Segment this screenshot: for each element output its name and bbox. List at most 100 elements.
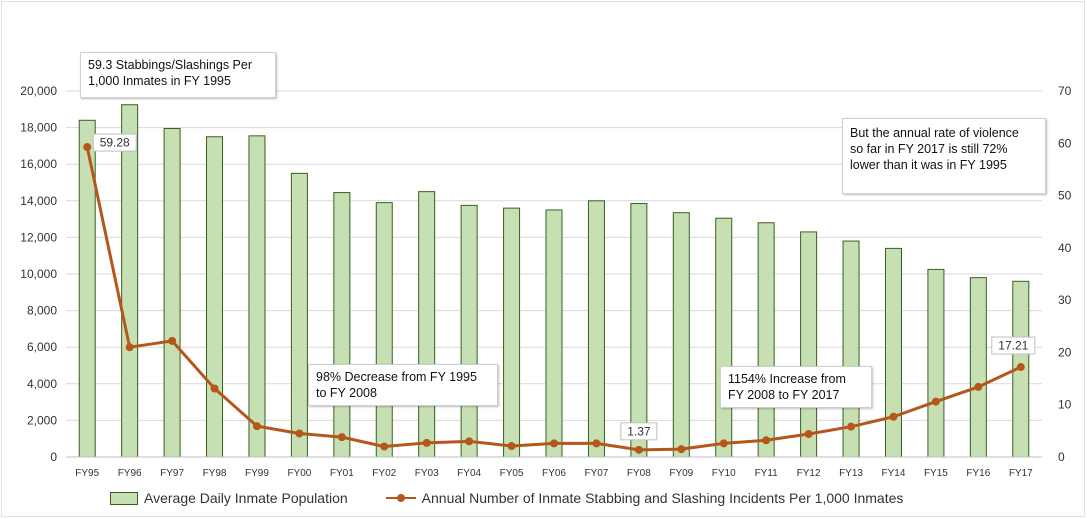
bar — [206, 136, 224, 458]
annotation-increase: 1154% Increase from FY 2008 to FY 2017 — [720, 366, 872, 408]
annotation-fy2017-rate: But the annual rate of violence so far i… — [842, 118, 1046, 194]
bar — [333, 192, 351, 458]
right-axis: 0 10 20 30 40 50 60 70 — [1058, 84, 1072, 464]
data-labels: 59.28 1.37 17.21 — [92, 133, 1036, 441]
line-point — [422, 438, 431, 447]
bar — [715, 217, 733, 458]
bar — [630, 203, 648, 458]
line-point — [125, 343, 134, 352]
y-right-tick-label: 50 — [1058, 189, 1072, 203]
line-point — [804, 429, 813, 438]
bar — [545, 209, 563, 458]
annotation-line: 98% Decrease from FY 1995 — [316, 370, 477, 384]
line-point — [889, 412, 898, 421]
bar-series — [78, 104, 1030, 458]
annotation-line: But the annual rate of violence — [850, 126, 1019, 140]
legend: Average Daily Inmate Population Annual N… — [110, 490, 941, 506]
y-left-tick-label: 2,000 — [27, 413, 57, 427]
line-point — [677, 445, 686, 454]
line-point — [507, 442, 516, 451]
bar — [163, 128, 181, 458]
x-tick-label: FY07 — [584, 468, 608, 479]
y-left-tick-label: 16,000 — [20, 157, 57, 171]
legend-swatch-bar — [110, 491, 138, 505]
bar — [375, 202, 393, 458]
line-point — [719, 439, 728, 448]
data-label-box — [92, 133, 137, 152]
line-point — [295, 429, 304, 438]
x-tick-label: FY10 — [712, 468, 736, 479]
x-tick-label: FY17 — [1009, 468, 1033, 479]
x-tick-label: FY11 — [755, 468, 779, 479]
x-tick-label: FY05 — [500, 468, 524, 479]
line-point — [634, 445, 643, 454]
y-right-tick-label: 40 — [1058, 241, 1072, 255]
data-label: 17.21 — [991, 336, 1036, 355]
data-label-box — [991, 336, 1036, 355]
bar — [121, 104, 139, 458]
legend-label-incidents: Annual Number of Inmate Stabbing and Sla… — [421, 490, 904, 506]
y-left-tick-label: 8,000 — [27, 304, 57, 318]
x-tick-label: FY01 — [330, 468, 354, 479]
data-label-text: 1.37 — [627, 424, 651, 438]
data-label-text: 59.28 — [100, 136, 130, 150]
x-tick-label: FY04 — [457, 468, 481, 479]
line-point — [974, 382, 983, 391]
y-left-tick-label: 0 — [50, 450, 57, 464]
x-tick-label: FY09 — [669, 468, 693, 479]
bar — [757, 222, 775, 458]
line-point — [252, 422, 261, 431]
annotation-line: 1154% Increase from — [728, 372, 846, 386]
x-tick-label: FY97 — [160, 468, 184, 479]
x-tick-label: FY02 — [372, 468, 396, 479]
line-point — [337, 433, 346, 442]
x-tick-label: FY96 — [118, 468, 142, 479]
y-left-tick-label: 12,000 — [20, 230, 57, 244]
line-point — [762, 436, 771, 445]
bar — [248, 135, 266, 458]
x-tick-label: FY03 — [415, 468, 439, 479]
y-right-tick-label: 10 — [1058, 398, 1072, 412]
y-left-tick-label: 20,000 — [20, 84, 57, 98]
bar — [969, 277, 987, 458]
x-tick-label: FY00 — [287, 468, 311, 479]
legend-item-incidents: Annual Number of Inmate Stabbing and Sla… — [385, 490, 904, 506]
x-tick-label: FY16 — [966, 468, 990, 479]
x-axis: FY95 FY96 FY97 FY98 FY99 FY00 FY01 FY02 FY03 FY04… — [66, 456, 1042, 479]
legend-label-population: Average Daily Inmate Population — [144, 490, 348, 506]
left-axis: 0 2,000 4,000 6,000 8,000 10,000 12,000 14,000 1… — [20, 84, 57, 464]
line-point — [83, 143, 92, 152]
annotation-line: FY 2008 to FY 2017 — [728, 388, 840, 402]
x-tick-label: FY12 — [797, 468, 821, 479]
bar — [672, 212, 690, 458]
annotation-line: so far in FY 2017 is still 72% — [850, 142, 1008, 156]
x-tick-label: FY95 — [75, 468, 99, 479]
y-left-tick-label: 4,000 — [27, 377, 57, 391]
annotation-decrease: 98% Decrease from FY 1995 to FY 2008 — [308, 364, 498, 406]
y-right-tick-label: 70 — [1058, 84, 1072, 98]
y-right-tick-label: 30 — [1058, 293, 1072, 307]
bar — [290, 172, 308, 458]
bar — [460, 204, 478, 458]
line-series — [83, 143, 1025, 454]
x-tick-label: FY08 — [627, 468, 651, 479]
legend-swatch-line — [385, 492, 416, 504]
line-point — [550, 439, 558, 448]
bar — [927, 268, 945, 458]
bar — [418, 191, 436, 458]
bar — [884, 247, 902, 458]
line-point — [465, 437, 474, 446]
annotation-line: lower than it was in FY 1995 — [850, 158, 1007, 172]
y-left-tick-label: 14,000 — [20, 194, 57, 208]
line-point — [847, 422, 856, 431]
y-right-tick-label: 60 — [1058, 136, 1072, 150]
y-right-tick-label: 0 — [1058, 450, 1065, 464]
line-point — [931, 397, 940, 406]
line-point — [380, 442, 389, 451]
y-right-tick-label: 20 — [1058, 345, 1072, 359]
data-label-text: 17.21 — [998, 339, 1028, 353]
x-tick-label: FY99 — [245, 468, 269, 479]
annotation-line: 1,000 Inmates in FY 1995 — [88, 74, 231, 88]
line-point — [168, 336, 177, 345]
